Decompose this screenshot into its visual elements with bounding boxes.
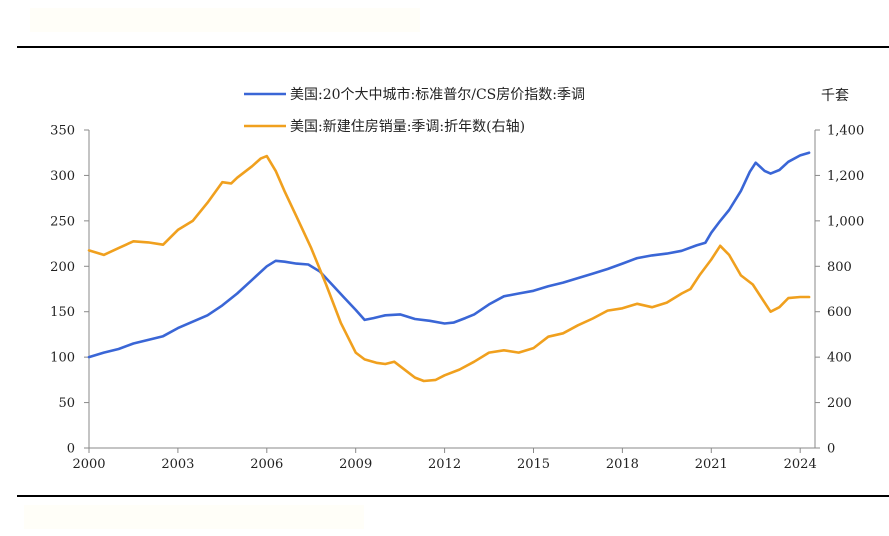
x-tick-label: 2024: [784, 457, 817, 472]
top-rule: [17, 46, 889, 48]
header-band: [30, 8, 420, 32]
left-tick-label: 200: [50, 260, 75, 275]
x-tick-label: 2006: [250, 457, 283, 472]
legend-label: 美国:20个大中城市:标准普尔/CS房价指数:季调: [290, 86, 585, 103]
right-tick-label: 0: [827, 442, 835, 457]
x-tick-label: 2021: [695, 457, 728, 472]
right-tick-label: 1,200: [827, 169, 864, 184]
x-tick-label: 2018: [606, 457, 639, 472]
series-group: [87, 151, 811, 383]
axes-group: 0 50 100 150 200 250 300 350 0 200 400 600 800 1,000 1…: [50, 124, 864, 473]
right-tick-label: 1,000: [827, 214, 864, 229]
right-tick-label: 600: [827, 305, 852, 320]
left-tick-label: 350: [50, 124, 75, 139]
left-tick-label: 300: [50, 169, 75, 184]
right-tick-label: 1,400: [827, 124, 864, 139]
series-line-new-home-sales: [87, 154, 811, 383]
x-tick-label: 2009: [339, 457, 372, 472]
left-tick-label: 100: [50, 351, 75, 366]
footer-band: [24, 505, 364, 529]
right-axis-unit: 千套: [821, 88, 849, 104]
left-tick-label: 50: [58, 396, 75, 411]
right-tick-label: 800: [827, 260, 852, 275]
legend-group: 美国:20个大中城市:标准普尔/CS房价指数:季调美国:新建住房销量:季调:折年…: [244, 86, 585, 135]
x-tick-label: 2003: [161, 457, 194, 472]
x-tick-label: 2015: [517, 457, 550, 472]
right-tick-label: 200: [827, 396, 852, 411]
right-tick-label: 400: [827, 351, 852, 366]
bottom-rule: [17, 495, 889, 497]
x-tick-label: 2000: [72, 457, 105, 472]
left-tick-label: 0: [67, 442, 75, 457]
series-line-price-index: [87, 151, 811, 359]
left-tick-label: 250: [50, 214, 75, 229]
left-tick-label: 150: [50, 305, 75, 320]
x-tick-label: 2012: [428, 457, 461, 472]
legend-label: 美国:新建住房销量:季调:折年数(右轴): [290, 119, 525, 135]
